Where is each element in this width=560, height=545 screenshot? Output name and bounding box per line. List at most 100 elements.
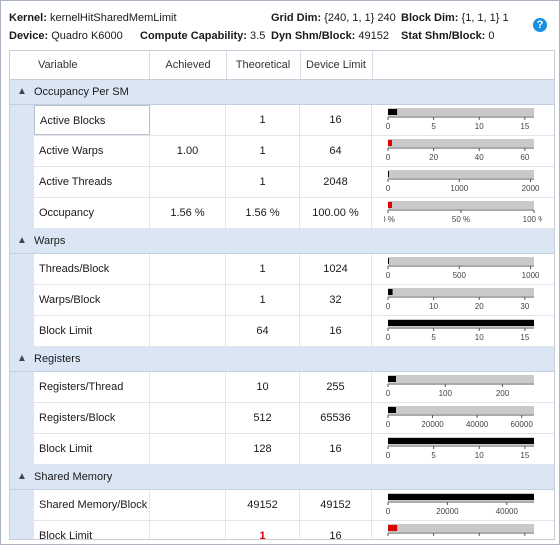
dyn-shm-label: Dyn Shm/Block: [271,30,356,42]
tick-label: 20000 [421,420,444,429]
occupancy-table: Variable Achieved Theoretical Device Lim… [9,50,555,540]
usage-bar-svg: 0 20000 40000 [386,493,534,516]
block-dim-value: {1, 1, 1} 1 [461,12,509,24]
tick-label: 0 [386,302,391,311]
bar-track [388,170,534,178]
bar-fill [388,140,392,146]
device-limit-cell: 2048 [300,167,372,197]
variable-cell[interactable]: Active Warps [34,136,150,166]
row-gutter [10,403,34,433]
table-row[interactable]: Block Limit 116 0 5 10 15 [10,521,554,539]
tick-label: 0 [386,389,391,398]
theoretical-cell: 1 [226,136,300,166]
variable-cell[interactable]: Block Limit [34,316,150,346]
usage-bar-chart: 0 5 10 15 [384,524,542,539]
column-header-theoretical[interactable]: Theoretical [226,51,301,79]
usage-bar-chart: 0 20 40 60 [384,139,542,165]
device-limit-cell: 100.00 % [300,198,372,228]
row-gutter [10,254,34,284]
bar-fill [388,438,534,444]
device-limit-cell: 16 [300,105,372,135]
bar-track [388,375,534,383]
device-field: Device: Quadro K6000 [9,30,123,42]
tick-label: 1000 [522,271,540,280]
bar-fill [388,494,534,500]
device-limit-cell: 255 [300,372,372,402]
usage-bar-svg: 0 1000 2000 [386,170,540,193]
table-row[interactable]: Active Threads 1 2048 0 1000 2000 [10,167,554,198]
achieved-cell [150,521,226,539]
variable-cell[interactable]: Block Limit [34,434,150,464]
tick-label: 100 % [523,215,542,224]
achieved-cell: 1.00 [150,136,226,166]
tick-label: 50 % [452,215,470,224]
bar-track [388,524,534,532]
table-row[interactable]: Threads/Block 1 1024 0 500 1000 [10,254,554,285]
usage-bar-chart: 0 5 10 15 [384,319,542,345]
row-gutter [10,198,34,228]
help-icon[interactable]: ? [533,18,547,32]
group-header[interactable]: ▲ Shared Memory [10,465,554,490]
usage-bar-chart: 0 20000 40000 60000 [384,406,542,432]
theoretical-cell: 1.56 % [226,198,300,228]
tick-label: 15 [520,333,529,342]
device-limit-cell: 64 [300,136,372,166]
stat-shm-field: Stat Shm/Block: 0 [401,30,495,42]
table-row[interactable]: Block Limit 64 16 0 5 10 15 [10,316,554,347]
device-limit-cell: 32 [300,285,372,315]
bar-track [388,108,534,116]
tick-label: 40000 [496,507,519,516]
variable-cell[interactable]: Threads/Block [34,254,150,284]
device-limit-cell: 16 [300,434,372,464]
bar-track [388,257,534,265]
variable-cell[interactable]: Block Limit [34,521,150,539]
compute-capability-label: Compute Capability: [140,30,247,42]
variable-cell[interactable]: Active Threads [34,167,150,197]
collapse-chevron-icon[interactable]: ▲ [17,353,27,364]
variable-cell[interactable]: Active Blocks [34,105,150,135]
bar-fill [388,202,392,208]
table-row[interactable]: Active Warps 1.00 1 64 0 20 40 60 [10,136,554,167]
theoretical-cell: 1 [226,285,300,315]
tick-label: 15 [520,122,529,131]
tick-label: 0 [386,153,391,162]
table-row[interactable]: Active Blocks 1 16 0 5 10 15 [10,105,554,136]
column-header-achieved[interactable]: Achieved [150,51,227,79]
variable-cell[interactable]: Registers/Thread [34,372,150,402]
row-gutter [10,167,34,197]
collapse-chevron-icon[interactable]: ▲ [17,235,27,246]
bar-track [388,201,534,209]
tick-label: 30 [520,302,529,311]
table-row[interactable]: Block Limit 128 16 0 5 10 15 [10,434,554,465]
usage-bar-svg: 0 20000 40000 60000 [386,406,534,429]
device-limit-cell: 49152 [300,490,372,520]
table-row[interactable]: Shared Memory/Block 49152 49152 0 20000 40000 [10,490,554,521]
usage-bar-svg: 0 500 1000 [386,257,540,280]
collapse-chevron-icon[interactable]: ▲ [17,86,27,97]
variable-cell[interactable]: Warps/Block [34,285,150,315]
column-header-device-limit[interactable]: Device Limit [300,51,373,79]
table-row[interactable]: Registers/Thread 10 255 0 100 200 [10,372,554,403]
column-header-variable[interactable]: Variable [10,51,150,79]
achieved-cell [150,372,226,402]
group-header[interactable]: ▲ Warps [10,229,554,254]
table-row[interactable]: Registers/Block 512 65536 0 20000 40000 60000 [10,403,554,434]
tick-label: 20 [429,153,438,162]
variable-cell[interactable]: Shared Memory/Block [34,490,150,520]
bar-track [388,288,534,296]
collapse-chevron-icon[interactable]: ▲ [17,471,27,482]
theoretical-cell: 64 [226,316,300,346]
variable-cell[interactable]: Registers/Block [34,403,150,433]
group-header[interactable]: ▲ Occupancy Per SM [10,80,554,105]
usage-bar-svg: 0 10 20 30 [386,288,534,311]
variable-cell[interactable]: Occupancy [34,198,150,228]
row-gutter [10,490,34,520]
theoretical-cell: 512 [226,403,300,433]
tick-label: 1000 [450,184,468,193]
achieved-cell [150,254,226,284]
group-header[interactable]: ▲ Registers [10,347,554,372]
grid-dim-label: Grid Dim: [271,12,322,24]
bar-fill [388,289,393,295]
table-row[interactable]: Warps/Block 1 32 0 10 20 30 [10,285,554,316]
